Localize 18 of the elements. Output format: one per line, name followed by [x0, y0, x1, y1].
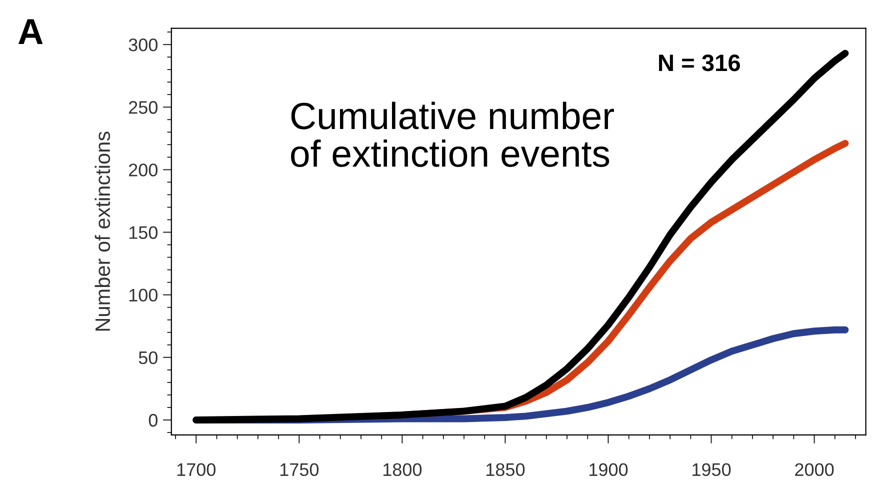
- y-tick-label: 250: [128, 101, 158, 114]
- x-tick-label: 1750: [280, 463, 319, 476]
- y-tick-label: 0: [148, 414, 158, 427]
- y-tick-label: 100: [129, 288, 158, 302]
- x-tick-label: 1800: [383, 463, 422, 476]
- y-tick-label: 150: [129, 226, 158, 239]
- text: A: [18, 19, 43, 44]
- annotation: N = 316: [659, 54, 740, 72]
- y-tick-label: 50: [138, 351, 158, 364]
- x-tick-label: 1900: [590, 463, 628, 476]
- y-tick-label: 200: [128, 164, 158, 176]
- x-tick-label: 1950: [692, 463, 731, 476]
- y-tick-label: 300: [128, 38, 158, 52]
- x-tick-label: 2000: [795, 463, 834, 476]
- annotation: Cumulative number of extinction events: [291, 102, 614, 167]
- y-axis-title: Number of extinctions: [94, 132, 110, 331]
- x-tick-label: 1700: [177, 463, 216, 476]
- x-tick-label: 1850: [486, 463, 525, 476]
